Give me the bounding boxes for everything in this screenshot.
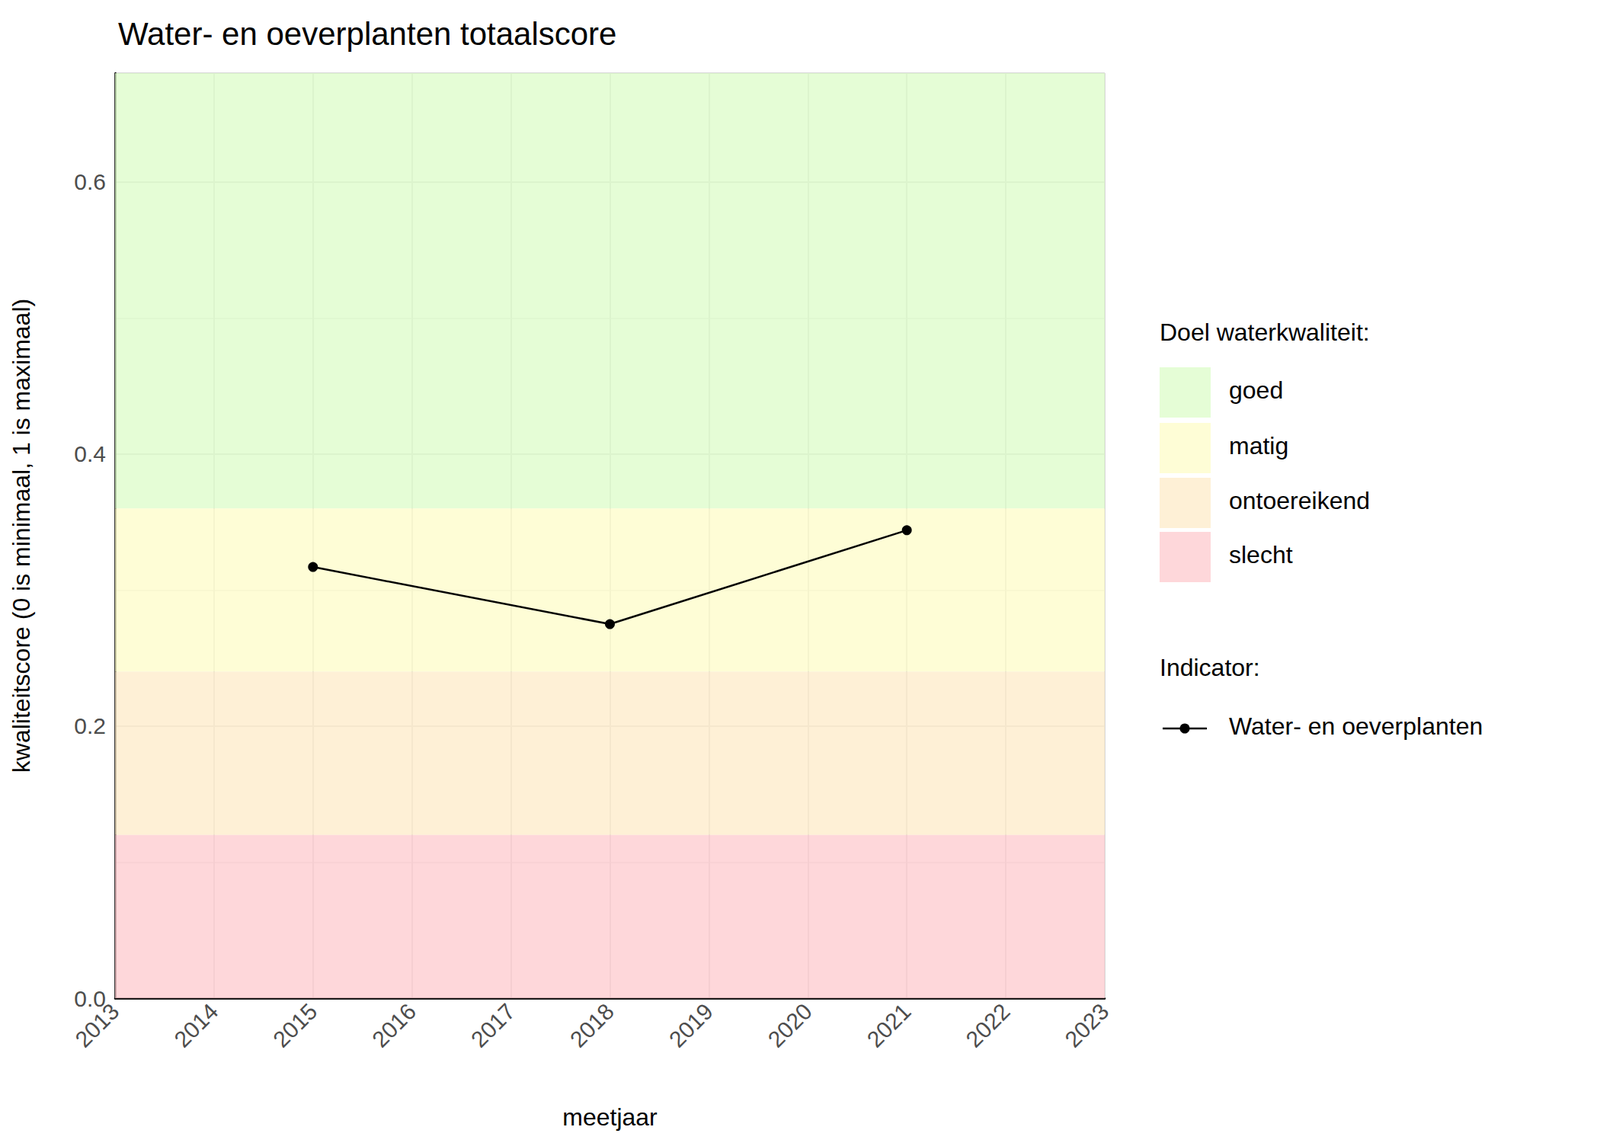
svg-text:2022: 2022 bbox=[960, 998, 1015, 1053]
svg-text:Indicator:: Indicator: bbox=[1159, 653, 1261, 682]
svg-text:2021: 2021 bbox=[861, 998, 916, 1053]
svg-text:2015: 2015 bbox=[268, 998, 323, 1053]
svg-text:ontoereikend: ontoereikend bbox=[1228, 486, 1370, 515]
svg-text:kwaliteitscore (0 is minimaal,: kwaliteitscore (0 is minimaal, 1 is maxi… bbox=[7, 298, 36, 773]
svg-text:0.6: 0.6 bbox=[73, 169, 106, 195]
svg-text:Water- en oeverplanten totaals: Water- en oeverplanten totaalscore bbox=[118, 16, 617, 52]
svg-text:2020: 2020 bbox=[762, 998, 817, 1053]
svg-text:matig: matig bbox=[1228, 432, 1289, 460]
svg-text:2013: 2013 bbox=[70, 998, 125, 1053]
svg-text:2018: 2018 bbox=[565, 998, 620, 1053]
svg-text:meetjaar: meetjaar bbox=[562, 1103, 658, 1131]
svg-text:goed: goed bbox=[1228, 376, 1284, 404]
svg-text:0.4: 0.4 bbox=[73, 441, 106, 467]
svg-text:2019: 2019 bbox=[664, 998, 719, 1053]
svg-text:slecht: slecht bbox=[1228, 540, 1293, 569]
svg-text:0.0: 0.0 bbox=[74, 985, 106, 1011]
svg-text:0.2: 0.2 bbox=[73, 713, 106, 739]
svg-text:Water- en oeverplanten: Water- en oeverplanten bbox=[1228, 712, 1483, 740]
svg-text:2017: 2017 bbox=[466, 998, 521, 1053]
svg-text:2023: 2023 bbox=[1059, 998, 1114, 1053]
svg-text:2014: 2014 bbox=[169, 998, 224, 1053]
svg-text:2016: 2016 bbox=[367, 998, 422, 1053]
svg-text:Doel waterkwaliteit:: Doel waterkwaliteit: bbox=[1159, 318, 1370, 346]
